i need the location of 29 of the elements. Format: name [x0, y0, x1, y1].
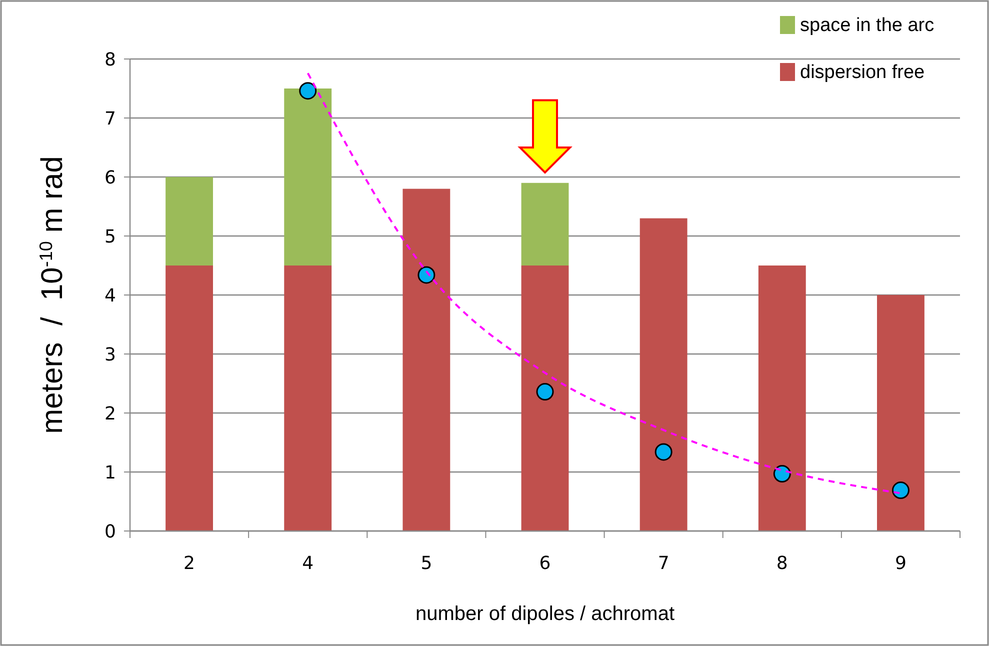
y-tick-label: 1: [104, 462, 116, 484]
y-tick-label: 2: [104, 403, 116, 424]
bar: [877, 295, 924, 531]
bar: [521, 182, 569, 266]
x-axis-title: number of dipoles / achromat: [415, 603, 675, 625]
y-tick-label: 8: [104, 49, 116, 70]
bar: [521, 266, 569, 531]
x-tick-label: 2: [184, 553, 196, 574]
bar: [284, 266, 332, 531]
y-tick-label: 3: [104, 344, 116, 366]
bar: [166, 266, 213, 531]
y-tick-label: 5: [104, 226, 116, 248]
x-tick-label: 7: [658, 553, 670, 574]
legend-label: space in the arc: [800, 15, 934, 36]
y-tick-label: 0: [104, 521, 116, 542]
legend-label: dispersion free: [800, 62, 925, 83]
y-tick-label: 4: [104, 285, 116, 306]
x-tick-label: 6: [539, 553, 551, 574]
bar: [758, 266, 806, 531]
bar: [402, 188, 450, 531]
y-tick-label: 6: [104, 167, 116, 188]
x-tick-label: 8: [776, 553, 788, 574]
x-tick-label: 5: [420, 553, 432, 574]
y-tick-label: 7: [104, 108, 116, 130]
bar: [166, 177, 213, 266]
bar: [640, 218, 688, 531]
x-tick-label: 4: [302, 553, 314, 574]
bar: [284, 88, 332, 266]
x-tick-label: 9: [894, 553, 906, 574]
